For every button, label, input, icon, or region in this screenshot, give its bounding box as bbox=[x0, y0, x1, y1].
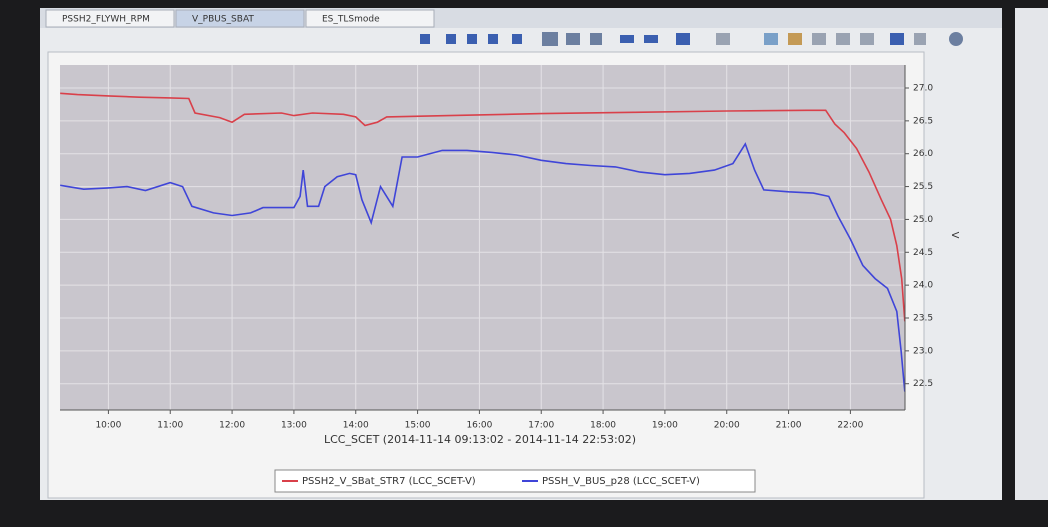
tool-icon[interactable] bbox=[566, 33, 580, 45]
tool-icon[interactable] bbox=[446, 34, 456, 44]
tab-label[interactable]: V_PBUS_SBAT bbox=[192, 15, 254, 25]
x-tick-label: 16:00 bbox=[466, 421, 492, 431]
tool-icon[interactable] bbox=[676, 33, 690, 45]
tabs: PSSH2_FLYWH_RPM V_PBUS_SBAT ES_TLSmode bbox=[46, 10, 434, 27]
x-tick-label: 13:00 bbox=[281, 421, 307, 431]
y-tick-label: 23.0 bbox=[913, 346, 933, 356]
y-axis-label: V bbox=[949, 232, 960, 239]
tool-icon[interactable] bbox=[620, 35, 634, 43]
y-tick-label: 25.0 bbox=[913, 215, 933, 225]
tool-icon[interactable] bbox=[644, 35, 658, 43]
tool-icon[interactable] bbox=[716, 33, 730, 45]
y-tick-label: 25.5 bbox=[913, 182, 933, 192]
side-window bbox=[1015, 8, 1048, 500]
tool-icon[interactable] bbox=[860, 33, 874, 45]
page: PSSH2_FLYWH_RPM V_PBUS_SBAT ES_TLSmode 27.… bbox=[0, 0, 1048, 523]
tool-icon[interactable] bbox=[488, 34, 498, 44]
tool-icon[interactable] bbox=[836, 33, 850, 45]
tool-icon[interactable] bbox=[512, 34, 522, 44]
legend-label: PSSH_V_BUS_p28 (LCC_SCET-V) bbox=[542, 476, 700, 487]
y-tick-label: 24.0 bbox=[913, 281, 933, 291]
y-tick-label: 27.0 bbox=[913, 84, 933, 94]
x-tick-label: 22:00 bbox=[837, 421, 863, 431]
tab-label[interactable]: PSSH2_FLYWH_RPM bbox=[62, 15, 150, 25]
tool-icon[interactable] bbox=[420, 34, 430, 44]
tool-icon[interactable] bbox=[764, 33, 778, 45]
y-tick-label: 26.0 bbox=[913, 149, 933, 159]
tool-icon[interactable] bbox=[788, 33, 802, 45]
tool-icon[interactable] bbox=[812, 33, 826, 45]
x-tick-label: 19:00 bbox=[652, 421, 678, 431]
legend-label: PSSH2_V_SBat_STR7 (LCC_SCET-V) bbox=[302, 476, 476, 487]
x-axis-label: LCC_SCET (2014-11-14 09:13:02 - 2014-11-… bbox=[324, 433, 636, 446]
tool-icon[interactable] bbox=[914, 33, 926, 45]
tool-icon[interactable] bbox=[890, 33, 904, 45]
x-tick-label: 20:00 bbox=[714, 421, 740, 431]
plot-area bbox=[60, 65, 905, 410]
x-tick-label: 17:00 bbox=[528, 421, 554, 431]
x-tick-label: 10:00 bbox=[95, 421, 121, 431]
x-tick-label: 11:00 bbox=[157, 421, 183, 431]
x-tick-label: 15:00 bbox=[405, 421, 431, 431]
y-tick-label: 26.5 bbox=[913, 116, 933, 126]
y-tick-label: 24.5 bbox=[913, 248, 933, 258]
x-tick-label: 18:00 bbox=[590, 421, 616, 431]
screen: PSSH2_FLYWH_RPM V_PBUS_SBAT ES_TLSmode 27.… bbox=[0, 0, 1048, 523]
tool-icon[interactable] bbox=[467, 34, 477, 44]
tool-icon[interactable] bbox=[590, 33, 602, 45]
x-tick-label: 12:00 bbox=[219, 421, 245, 431]
x-tick-label: 21:00 bbox=[776, 421, 802, 431]
tab-label[interactable]: ES_TLSmode bbox=[322, 15, 380, 25]
y-tick-label: 23.5 bbox=[913, 314, 933, 324]
tool-icon[interactable] bbox=[542, 32, 558, 46]
x-tick-label: 14:00 bbox=[343, 421, 369, 431]
help-icon[interactable] bbox=[949, 32, 963, 46]
y-tick-label: 22.5 bbox=[913, 379, 933, 389]
